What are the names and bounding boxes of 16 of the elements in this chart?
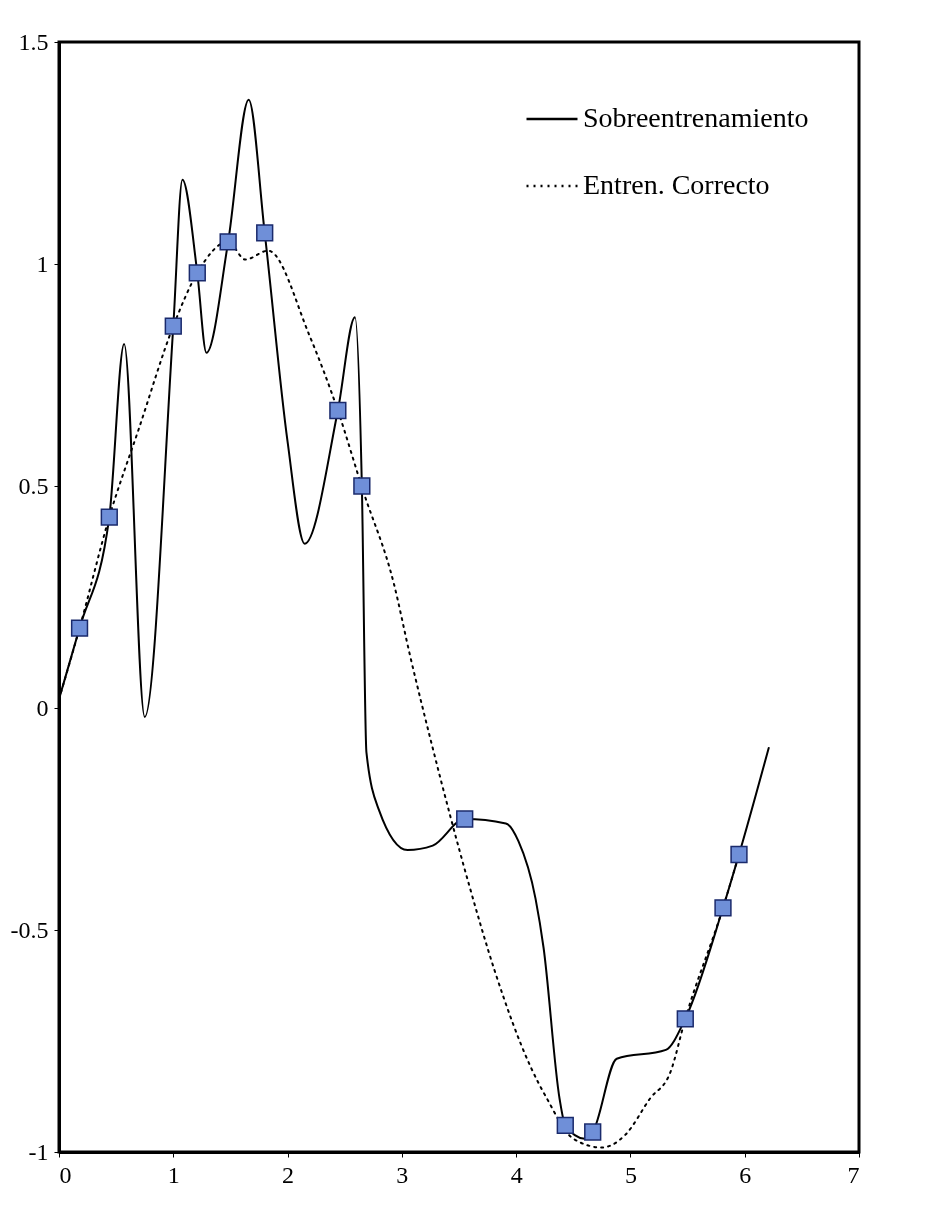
x-tick-label: 4 xyxy=(510,1161,523,1188)
y-tick-label: 0 xyxy=(36,694,49,721)
y-tick-label: -0.5 xyxy=(10,916,49,943)
x-tick-label: 5 xyxy=(624,1161,637,1188)
legend-label: Entren. Correcto xyxy=(583,169,770,200)
legend-label: Sobreentrenamiento xyxy=(583,102,809,133)
y-tick-label: 0.5 xyxy=(18,472,49,499)
y-tick-label: 1.5 xyxy=(18,28,49,55)
x-tick-label: 1 xyxy=(167,1161,180,1188)
x-tick-label: 2 xyxy=(282,1161,295,1188)
y-tick-label: -1 xyxy=(28,1138,49,1165)
x-tick-label: 0 xyxy=(59,1161,72,1188)
x-tick-label: 6 xyxy=(739,1161,752,1188)
x-tick-label: 3 xyxy=(396,1161,409,1188)
y-tick-label: 1 xyxy=(36,250,49,277)
x-tick-label: 7 xyxy=(847,1161,860,1188)
